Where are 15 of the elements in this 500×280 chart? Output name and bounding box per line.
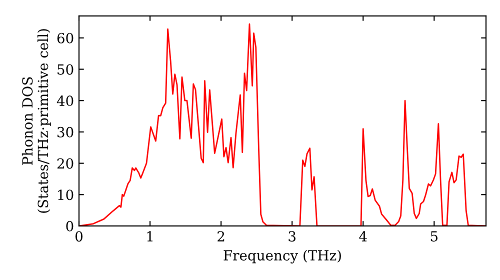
x-tick-label: 1 [147, 231, 152, 242]
x-axis-title: Frequency (THz) [224, 250, 341, 264]
y-tick-label: 60 [57, 32, 74, 44]
y-tick-label: 10 [58, 190, 74, 200]
y-tick-label: 0 [66, 220, 74, 232]
x-tick-label: 2 [218, 231, 224, 242]
x-tick-label: 4 [359, 231, 367, 242]
y-axis-title: Phonon DOS (States/THz·primitive cell) [22, 29, 51, 213]
x-tick-label: 5 [430, 231, 438, 242]
y-tick-label: 50 [58, 64, 74, 75]
x-tick-label: 0 [75, 231, 82, 242]
y-tick-label: 40 [56, 96, 74, 106]
x-tick-label: 3 [288, 231, 296, 242]
y-tick-label: 20 [57, 158, 74, 169]
y-tick-label: 30 [58, 126, 74, 138]
